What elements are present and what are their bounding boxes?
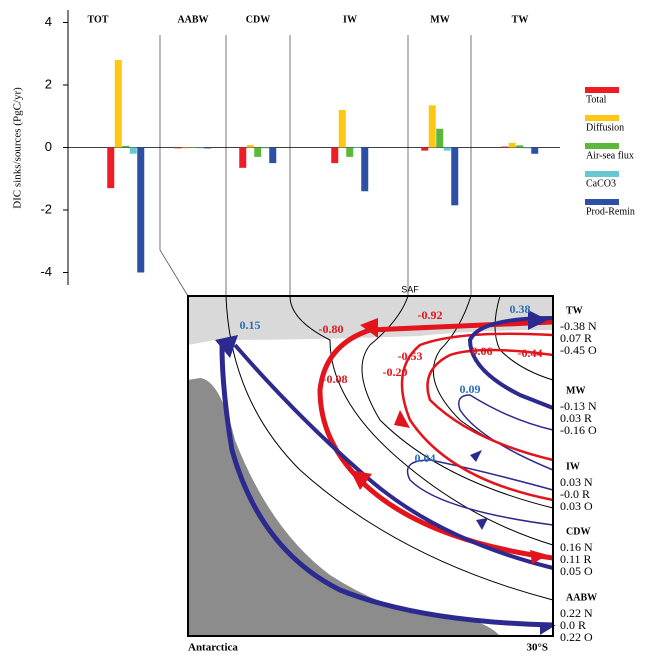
transport-label: 0.04: [415, 451, 436, 465]
water-mass-name: IW: [566, 461, 580, 472]
water-mass-value: -0.0 R: [560, 487, 590, 501]
water-mass-value: 0.03 R: [560, 411, 592, 425]
transport-label: 0.38: [510, 302, 531, 316]
bar: [501, 146, 509, 148]
category-label: CDW: [246, 14, 270, 25]
bar: [137, 147, 145, 273]
bar: [129, 147, 137, 154]
bar: [107, 147, 115, 189]
bar: [122, 145, 130, 148]
y-tick-label: 4: [45, 14, 52, 29]
legend-label: Prod-Remin: [586, 206, 635, 217]
bar: [421, 147, 429, 151]
water-mass-value: 0.11 R: [560, 552, 592, 566]
bar: [361, 147, 369, 192]
transport-label: -0.80: [319, 322, 344, 336]
water-mass-value: -0.16 O: [560, 423, 597, 437]
water-mass-value: 0.03 N: [560, 475, 593, 489]
water-mass-value: 0.07 R: [560, 331, 592, 345]
bar: [269, 147, 277, 164]
right-label: 30°S: [526, 642, 548, 654]
water-mass-value: 0.03 O: [560, 499, 593, 513]
bar: [516, 145, 524, 148]
transport-label: 0.09: [460, 382, 481, 396]
category-label: AABW: [177, 14, 208, 25]
legend-swatch: [585, 171, 619, 177]
bar: [508, 142, 516, 148]
category-label: MW: [430, 14, 449, 25]
transport-label: -0.92: [418, 308, 443, 322]
water-mass-name: TW: [566, 305, 583, 316]
transport-label: -0.20: [383, 365, 408, 379]
category-label: TW: [512, 14, 529, 25]
transport-label: -0.53: [398, 349, 423, 363]
bar: [523, 147, 531, 149]
bar: [204, 147, 212, 149]
water-mass-value: -0.13 N: [560, 399, 597, 413]
bar: [428, 105, 436, 148]
bar: [114, 60, 122, 148]
legend-label: CaCO3: [586, 178, 616, 189]
bar: [331, 147, 339, 164]
water-mass-name: CDW: [566, 526, 590, 537]
bar: [451, 147, 459, 206]
legend-label: Air-sea flux: [586, 150, 634, 161]
water-mass-value: -0.45 O: [560, 343, 597, 357]
transport-label: 0.15: [240, 318, 261, 332]
front-label: SAF: [401, 284, 419, 294]
water-mass-value: -0.38 N: [560, 319, 597, 333]
bar: [246, 145, 254, 148]
water-mass-name: AABW: [566, 592, 597, 603]
y-tick-label: 2: [45, 76, 52, 91]
water-mass-name: MW: [566, 385, 585, 396]
separators: [159, 35, 472, 297]
legend-swatch: [585, 199, 619, 205]
category-label: IW: [343, 14, 357, 25]
bar: [189, 147, 197, 148]
water-mass-value: 0.16 N: [560, 540, 593, 554]
bar: [353, 146, 361, 148]
transport-label: -0.08: [323, 372, 348, 386]
y-tick-label: -4: [40, 264, 52, 279]
transport-label: -0.44: [518, 346, 543, 360]
water-mass-value: 0.05 O: [560, 564, 593, 578]
legend-swatch: [585, 87, 619, 93]
legend-label: Total: [586, 94, 607, 105]
transport-label: -0.06: [468, 344, 493, 358]
bar: [338, 110, 346, 148]
water-mass-value: 0.22 N: [560, 606, 593, 620]
bar: [239, 147, 247, 168]
water-mass-value: 0.22 O: [560, 630, 593, 644]
bar: [436, 128, 444, 148]
bar: [174, 147, 182, 149]
left-label: Antarctica: [188, 642, 238, 654]
bar: [254, 147, 262, 157]
section-diagram: [187, 295, 556, 637]
category-label: TOT: [88, 14, 109, 25]
legend-label: Diffusion: [586, 122, 624, 133]
bar: [531, 147, 539, 154]
bar: [346, 147, 354, 157]
y-axis-label: DIC sinks/sources (PgC/yr): [12, 87, 24, 209]
y-tick-label: -2: [40, 201, 52, 216]
water-mass-value: 0.0 R: [560, 618, 586, 632]
y-tick-label: 0: [45, 139, 52, 154]
bar: [196, 147, 204, 149]
legend-swatch: [585, 115, 619, 121]
bar: [443, 147, 451, 151]
bar: [181, 147, 189, 149]
bar: [261, 147, 269, 149]
legend-swatch: [585, 143, 619, 149]
